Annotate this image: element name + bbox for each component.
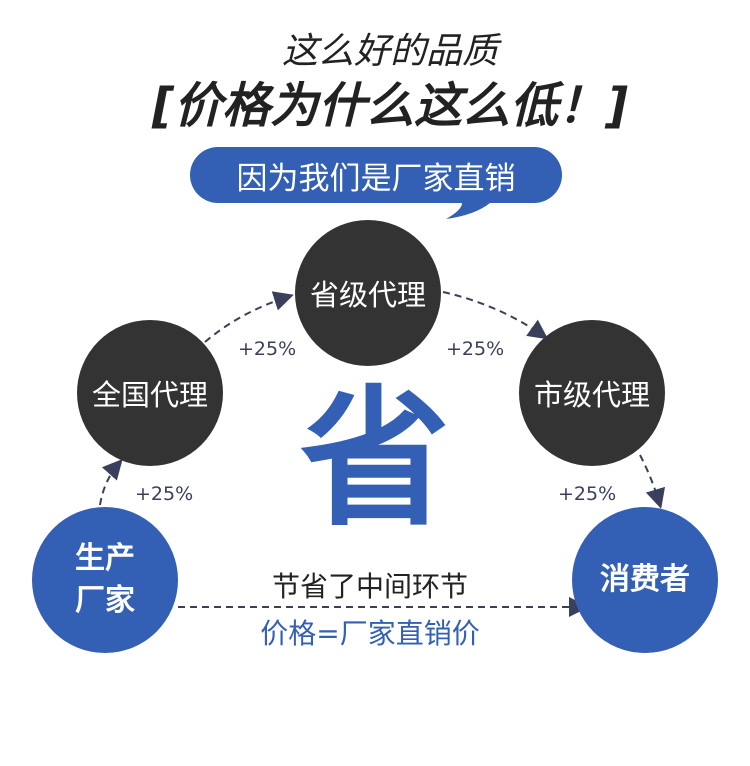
node-label: 消费者: [600, 562, 690, 597]
arrow-city-consumer: [639, 454, 666, 509]
price-text: 价格=厂家直销价: [260, 617, 480, 650]
arrow-national-provincial: [204, 291, 294, 343]
markup-label: +25%: [558, 483, 617, 505]
node-label: 市级代理: [533, 378, 650, 412]
markup-label: +25%: [238, 338, 297, 360]
title-line1: 这么好的品质: [281, 31, 498, 72]
node-national-agent: 全国代理: [77, 320, 223, 466]
save-big-character: 省: [300, 373, 451, 547]
node-provincial-agent: 省级代理: [295, 220, 441, 366]
node-label: 全国代理: [91, 378, 208, 412]
node-city-agent: 市级代理: [519, 320, 665, 466]
markup-label: +25%: [135, 483, 194, 505]
node-label: 生产: [75, 541, 135, 576]
node-label: 省级代理: [309, 278, 426, 312]
node-manufacturer: 生产 厂家: [32, 507, 178, 653]
arrow-manufacturer-national: [99, 459, 123, 506]
title-line2: [价格为什么这么低！]: [152, 78, 628, 134]
bubble-text: 因为我们是厂家直销: [236, 160, 516, 197]
markup-label: +25%: [446, 338, 505, 360]
node-consumer: 消费者: [572, 507, 718, 653]
node-label: 厂家: [75, 583, 135, 618]
arrow-provincial-city: [442, 291, 549, 340]
speech-bubble: [190, 147, 562, 219]
savings-text: 节省了中间环节: [271, 570, 468, 603]
